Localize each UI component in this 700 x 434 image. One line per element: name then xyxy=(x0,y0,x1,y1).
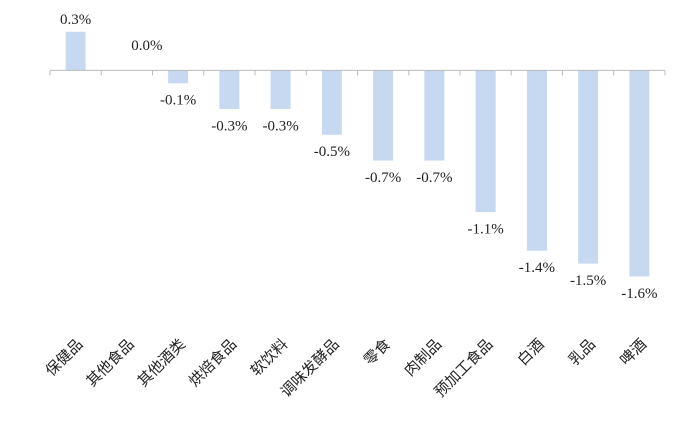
bar xyxy=(219,70,240,110)
bar xyxy=(629,70,650,277)
value-label: -0.1% xyxy=(160,93,196,109)
bar xyxy=(475,70,496,213)
value-label: -0.7% xyxy=(365,170,401,186)
x-tick-label: 啤酒 xyxy=(616,335,650,369)
x-tick-label: 其他酒类 xyxy=(134,335,189,390)
value-label: -1.6% xyxy=(621,286,657,302)
x-tick-label: 其他食品 xyxy=(83,335,138,390)
x-tick-label: 烘焙食品 xyxy=(185,335,240,390)
x-tick-label: 肉制品 xyxy=(401,335,446,380)
value-label: 0.0% xyxy=(131,38,162,54)
value-label: -0.3% xyxy=(211,118,247,134)
bar xyxy=(65,31,86,71)
bar xyxy=(373,70,394,161)
x-tick-label: 乳品 xyxy=(565,335,599,369)
x-tick-label: 软饮料 xyxy=(247,335,292,380)
value-label: -1.4% xyxy=(519,260,555,276)
value-label: -0.3% xyxy=(263,118,299,134)
x-tick-label: 白酒 xyxy=(514,335,548,369)
x-tick-label: 保健品 xyxy=(42,335,87,380)
value-label: -0.5% xyxy=(314,144,350,160)
bar xyxy=(321,70,342,135)
value-label: -0.7% xyxy=(416,170,452,186)
value-label: -1.5% xyxy=(570,273,606,289)
x-tick-label: 零食 xyxy=(360,335,394,369)
bar xyxy=(526,70,547,251)
bar xyxy=(270,70,291,110)
value-label: 0.3% xyxy=(60,12,91,28)
bar xyxy=(578,70,599,264)
bar xyxy=(168,70,189,84)
value-label: -1.1% xyxy=(468,222,504,238)
bar xyxy=(424,70,445,161)
